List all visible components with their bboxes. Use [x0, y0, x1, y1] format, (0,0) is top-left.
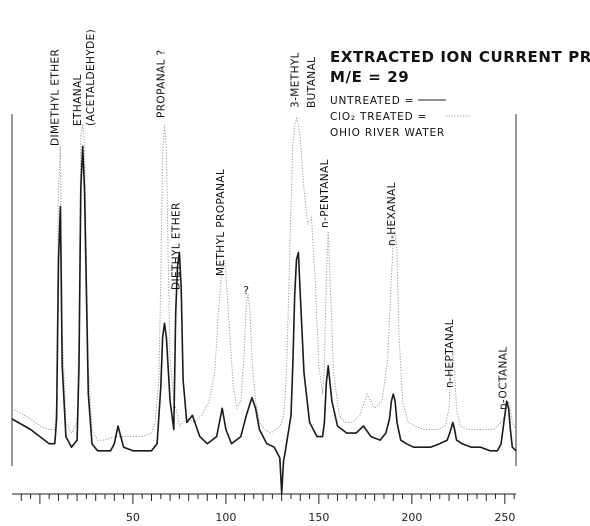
x-tick-label: 50	[126, 511, 140, 524]
peak-label: (ACETALDEHYDE)	[85, 29, 97, 126]
peak-label: PROPANAL ?	[156, 49, 168, 118]
chart-subtitle: M/E = 29	[330, 68, 409, 86]
peak-label: n-PENTANAL	[319, 159, 331, 228]
x-tick-label: 150	[308, 511, 329, 524]
x-tick-label: 250	[494, 511, 515, 524]
peak-label: n-HEXANAL	[386, 182, 398, 246]
legend-entry-water: OHIO RIVER WATER	[330, 127, 445, 139]
peak-label: DIETHYL ETHER	[170, 202, 182, 290]
peak-label: BUTANAL	[306, 57, 318, 108]
x-tick-label: 200	[401, 511, 422, 524]
legend-entry-untreated: UNTREATED =	[330, 95, 414, 107]
chart-title: EXTRACTED ION CURRENT PROFILE	[330, 48, 590, 66]
peak-label: 3-METHYL	[289, 52, 301, 108]
peak-label: ?	[243, 285, 249, 297]
peak-label: n-HEPTANAL	[444, 319, 456, 388]
peak-label: n-OCTANAL	[498, 346, 510, 410]
x-tick-label: 100	[215, 511, 236, 524]
series-line-untreated	[11, 145, 517, 495]
legend-entry-treated: ClO₂ TREATED =	[330, 111, 427, 123]
series-line-treated	[11, 117, 517, 441]
peak-label: ETHANAL	[72, 74, 84, 126]
peak-label: METHYL PROPANAL	[215, 169, 227, 276]
peak-label: DIMETHYL ETHER	[50, 49, 62, 146]
